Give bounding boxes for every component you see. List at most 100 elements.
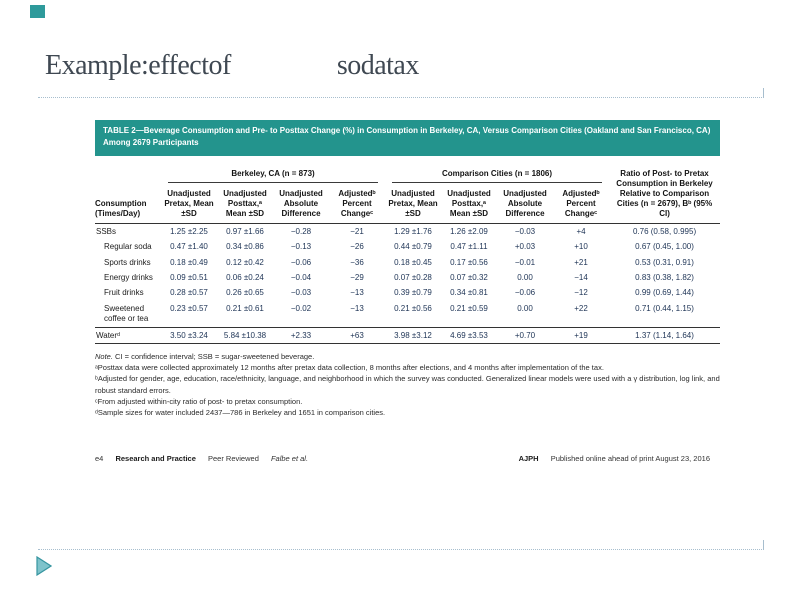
beverage-consumption-table: Consumption (Times/Day) Berkeley, CA (n … <box>95 167 721 344</box>
table-row: Sweetened coffee or tea 0.23 ±0.57 0.21 ±… <box>95 301 720 327</box>
table-cell: 3.98 ±3.12 <box>385 326 441 344</box>
table-cell: 1.37 (1.14, 1.64) <box>609 326 721 344</box>
column-header-comparison-posttax: Unadjusted Posttax,ᵃ Mean ±SD <box>441 183 497 224</box>
next-slide-arrow-icon[interactable] <box>36 555 53 577</box>
table-cell: −0.06 <box>514 288 536 298</box>
note-text: CI = confidence interval; SSB = sugar-sw… <box>112 351 315 361</box>
page-number: e4 <box>95 454 104 464</box>
table-cell: −0.01 <box>514 257 536 267</box>
column-header-berkeley-pretax: Unadjusted Pretax, Mean ±SD <box>161 183 217 224</box>
table-cell: −14 <box>574 272 588 282</box>
table-cell: 0.21 ±0.56 <box>394 303 432 313</box>
table-cell: 0.26 ±0.65 <box>226 288 264 298</box>
column-header-berkeley-posttax: Unadjusted Posttax,ᵃ Mean ±SD <box>217 183 273 224</box>
column-header-consumption: Consumption (Times/Day) <box>95 167 161 224</box>
table-cell: −0.02 <box>290 303 312 313</box>
table-cell: −36 <box>350 257 364 267</box>
column-header-ratio: Ratio of Post- to Pretax Consumption in … <box>609 167 721 224</box>
footnote-c: ᶜFrom adjusted within-city ratio of post… <box>95 396 303 406</box>
publication-date: Published online ahead of print August 2… <box>550 454 710 464</box>
note-label: Note. <box>95 351 113 361</box>
column-header-comparison-pct-change: Adjustedᵇ Percent Changeᶜ <box>553 183 610 224</box>
table-cell: −21 <box>350 226 364 236</box>
table-cell: +4 <box>576 226 586 236</box>
table-cell: −12 <box>574 288 588 298</box>
table-cell: −13 <box>350 288 364 298</box>
table-cell: −26 <box>350 242 364 252</box>
table-row: Energy drinks 0.09 ±0.51 0.06 ±0.24 −0.04 −… <box>95 270 720 285</box>
footnote-d: ᵈSample sizes for water included 2437—78… <box>95 408 386 418</box>
table-cell: +0.70 <box>497 326 553 344</box>
note-line: Note. CI = confidence interval; SSB = su… <box>95 351 720 362</box>
row-label: SSBs <box>96 226 117 236</box>
table-cell: 0.12 ±0.42 <box>226 257 264 267</box>
column-header-comparison-pretax: Unadjusted Pretax, Mean ±SD <box>385 183 441 224</box>
title-separator <box>38 88 764 98</box>
table-body: SSBs 1.25 ±2.25 0.97 ±1.66 −0.28 −21 1.29 ±1… <box>95 224 721 344</box>
table-cell: 0.76 (0.58, 0.995) <box>632 226 697 236</box>
table-cell: 1.25 ±2.25 <box>170 226 208 236</box>
table-cell: 0.83 (0.38, 1.82) <box>635 272 694 282</box>
journal-footer: e4 Research and Practice Peer Reviewed F… <box>95 454 720 463</box>
table-cell: 0.18 ±0.45 <box>394 257 432 267</box>
table-cell: −0.03 <box>290 288 312 298</box>
table-cell: 0.67 (0.45, 1.00) <box>635 242 694 252</box>
footnote-b: ᵇAdjusted for gender, age, education, ra… <box>95 374 720 395</box>
table-row: SSBs 1.25 ±2.25 0.97 ±1.66 −0.28 −21 1.29 ±1… <box>95 224 720 239</box>
journal-name: AJPH <box>518 454 539 464</box>
table-cell: −0.13 <box>290 242 312 252</box>
column-header-comparison-difference: Unadjusted Absolute Difference <box>497 183 553 224</box>
journal-footer-right: AJPH Published online ahead of print Aug… <box>519 454 720 463</box>
table-cell: −0.06 <box>290 257 312 267</box>
column-header-berkeley-pct-change: Adjustedᵇ Percent Changeᶜ <box>329 183 385 224</box>
table-cell: 0.07 ±0.32 <box>450 272 488 282</box>
table-cell: −0.28 <box>290 226 312 236</box>
table-cell: 0.00 <box>517 303 533 313</box>
table-cell: 0.97 ±1.66 <box>226 226 264 236</box>
table-cell: 0.99 (0.69, 1.44) <box>635 288 694 298</box>
table-row: Fruit drinks 0.28 ±0.57 0.26 ±0.65 −0.03 −1… <box>95 285 720 300</box>
table-cell: 4.69 ±3.53 <box>441 326 497 344</box>
accent-square <box>30 5 45 18</box>
bottom-separator <box>38 540 764 550</box>
row-label: Energy drinks <box>104 272 153 282</box>
table-title-bar: TABLE 2—Beverage Consumption and Pre- to… <box>95 120 720 156</box>
table-cell: 0.00 <box>517 272 533 282</box>
paper-table-figure: TABLE 2—Beverage Consumption and Pre- to… <box>95 120 721 463</box>
table-cell: 0.39 ±0.79 <box>394 288 432 298</box>
slide-title-part2: sodatax <box>336 50 420 81</box>
table-cell: 0.47 ±1.11 <box>450 242 488 252</box>
row-label: Sports drinks <box>104 257 151 267</box>
table-cell: 0.21 ±0.61 <box>226 303 264 313</box>
table-cell: 0.09 ±0.51 <box>170 272 208 282</box>
table-cell: +22 <box>574 303 588 313</box>
group-header-berkeley: Berkeley, CA (n = 873) <box>161 167 385 184</box>
table-cell: −0.04 <box>290 272 312 282</box>
table-cell: 0.47 ±1.40 <box>170 242 208 252</box>
table-cell: +10 <box>574 242 588 252</box>
row-label: Sweetened coffee or tea <box>104 303 149 324</box>
slide-title: Example:effectof sodatax <box>45 50 419 82</box>
table-cell: +19 <box>553 326 610 344</box>
table-cell: 0.23 ±0.57 <box>170 303 208 313</box>
table-cell: 0.53 (0.31, 0.91) <box>635 257 694 267</box>
table-cell: −29 <box>350 272 364 282</box>
table-cell: +0.03 <box>514 242 536 252</box>
authors: Falbe et al. <box>270 454 309 464</box>
table-notes: Note. CI = confidence interval; SSB = su… <box>95 351 720 419</box>
row-label: Fruit drinks <box>104 288 144 298</box>
table-cell: 0.34 ±0.86 <box>226 242 264 252</box>
table-cell: 1.29 ±1.76 <box>394 226 432 236</box>
journal-section: Research and Practice <box>115 454 196 464</box>
table-cell: 0.44 ±0.79 <box>394 242 432 252</box>
table-cell: 0.17 ±0.56 <box>450 257 488 267</box>
table-cell: −0.03 <box>514 226 536 236</box>
table-cell: 3.50 ±3.24 <box>161 326 217 344</box>
table-cell: 1.26 ±2.09 <box>450 226 488 236</box>
table-cell: +2.33 <box>273 326 329 344</box>
table-cell: 0.71 (0.44, 1.15) <box>635 303 694 313</box>
journal-footer-left: e4 Research and Practice Peer Reviewed F… <box>95 454 318 463</box>
table-row: Sports drinks 0.18 ±0.49 0.12 ±0.42 −0.06 −… <box>95 255 720 270</box>
table-cell: 0.07 ±0.28 <box>394 272 432 282</box>
